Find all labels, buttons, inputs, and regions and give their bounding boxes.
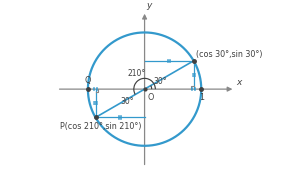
Text: x: x bbox=[237, 78, 242, 87]
Text: O: O bbox=[147, 93, 154, 102]
Text: P(cos 210°,sin 210°): P(cos 210°,sin 210°) bbox=[60, 122, 142, 131]
Text: 30°: 30° bbox=[153, 77, 167, 86]
Text: 30°: 30° bbox=[121, 97, 134, 106]
Text: (cos 30°,sin 30°): (cos 30°,sin 30°) bbox=[197, 50, 263, 58]
Text: 1: 1 bbox=[199, 93, 204, 102]
Text: Q: Q bbox=[85, 76, 91, 85]
Text: 210°: 210° bbox=[128, 69, 146, 78]
Text: y: y bbox=[146, 1, 152, 10]
